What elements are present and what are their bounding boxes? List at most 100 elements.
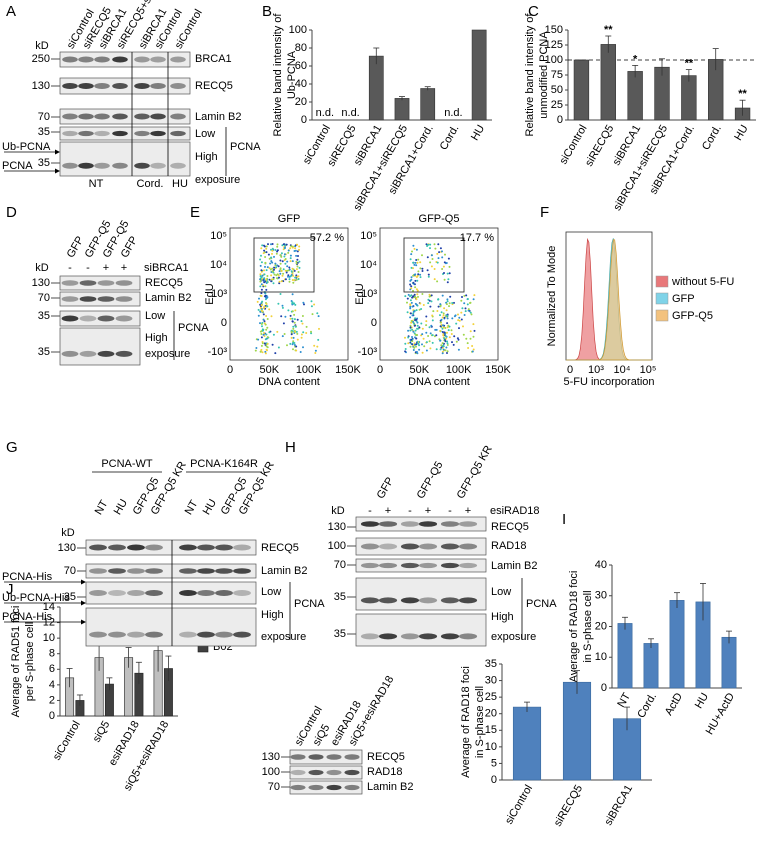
flow-dot — [427, 273, 430, 276]
blot-band — [97, 315, 115, 322]
significance-mark: * — [633, 53, 638, 65]
flow-title: GFP — [278, 213, 301, 225]
flow-dot — [439, 348, 442, 351]
flow-x-tick: 150K — [485, 364, 511, 376]
bar — [512, 706, 542, 781]
blot-band — [150, 83, 166, 89]
flow-dot — [441, 256, 444, 259]
flow-dot — [446, 342, 449, 345]
flow-dot — [409, 312, 412, 315]
row-label: RAD18 — [367, 766, 402, 778]
blot-band — [326, 754, 342, 760]
flow-dot — [437, 305, 440, 308]
blot-band — [360, 543, 380, 550]
blot-band — [233, 631, 251, 638]
arrow-head — [55, 149, 60, 155]
kd-header: kD — [61, 527, 75, 539]
flow-dot — [441, 352, 444, 355]
panel-label: J — [6, 581, 14, 598]
flow-dot — [289, 342, 292, 345]
flow-dot — [259, 322, 261, 325]
flow-x-label: DNA content — [408, 376, 470, 388]
flow-dot — [296, 332, 299, 335]
flow-dot — [414, 336, 416, 339]
flow-dot — [439, 339, 442, 342]
blot-band — [78, 56, 94, 63]
flow-dot — [280, 255, 283, 258]
panel-label: F — [540, 204, 549, 221]
flow-dot — [412, 261, 415, 264]
blot-strip — [289, 780, 363, 795]
flow-dot — [433, 278, 436, 281]
blot-band — [360, 521, 380, 527]
flow-dot — [416, 334, 419, 336]
treatment-sign: + — [121, 262, 127, 274]
flow-dot — [436, 310, 439, 312]
flow-dot — [451, 302, 454, 304]
blot-band — [134, 162, 150, 169]
blot-band — [61, 350, 79, 357]
arrow-head — [81, 579, 86, 585]
flow-dot — [466, 298, 469, 300]
flow-dot — [444, 253, 446, 256]
flow-dot — [442, 314, 445, 317]
flow-x-tick: 50K — [410, 364, 430, 376]
flow-dot — [271, 249, 274, 252]
treatment-sign: + — [425, 505, 431, 517]
y-tick-label: 6 — [49, 663, 55, 675]
bracket-note: exposure — [145, 348, 190, 360]
flow-dot — [289, 247, 292, 250]
flow-dot — [286, 260, 289, 263]
flow-dot — [300, 336, 303, 339]
flow-dot — [414, 329, 417, 332]
flow-dot — [448, 305, 450, 308]
flow-dot — [259, 350, 262, 353]
y-tick-label: 40 — [595, 559, 607, 571]
blot-band — [108, 568, 126, 574]
flow-dot — [301, 315, 304, 317]
row-label: High — [261, 609, 284, 621]
flow-dot — [265, 245, 268, 248]
row-label: RECQ5 — [491, 521, 529, 533]
kd-marker: 130 — [32, 277, 50, 289]
flow-dot — [288, 280, 291, 283]
bar — [627, 71, 643, 121]
flow-dot — [410, 285, 413, 288]
flow-dot — [438, 338, 441, 341]
kd-header: kD — [35, 262, 49, 274]
blot-strip — [59, 327, 141, 366]
flow-dot — [434, 247, 437, 250]
row-label: Low — [491, 586, 511, 598]
blot-band — [150, 162, 166, 169]
flow-dot — [273, 266, 276, 269]
flow-x-tick: 10⁵ — [640, 364, 657, 376]
blot-band — [134, 83, 150, 89]
flow-dot — [445, 346, 448, 349]
legend-label: GFP — [672, 293, 695, 305]
flow-dot — [444, 349, 447, 352]
flow-dot — [441, 294, 444, 297]
bar — [562, 681, 592, 781]
flow-dot — [406, 311, 409, 314]
flow-dot — [422, 304, 425, 306]
flow-dot — [413, 310, 416, 313]
flow-dot — [279, 262, 282, 265]
flow-dot — [299, 351, 302, 353]
flow-dot — [415, 248, 418, 251]
flow-dot — [261, 325, 263, 328]
bar — [669, 600, 685, 689]
group-label: Cord. — [137, 178, 164, 190]
flow-dot — [425, 331, 428, 334]
y-tick-label: 10 — [595, 651, 607, 663]
flow-dot — [271, 243, 274, 245]
flow-dot — [444, 327, 447, 329]
flow-dot — [446, 344, 449, 346]
flow-dot — [276, 245, 279, 248]
gate — [253, 237, 315, 293]
bar — [573, 59, 590, 121]
flow-dot — [280, 252, 283, 255]
flow-dot — [268, 267, 271, 270]
flow-dot — [266, 326, 269, 329]
flow-dot — [262, 307, 265, 309]
flow-dot — [442, 334, 445, 337]
